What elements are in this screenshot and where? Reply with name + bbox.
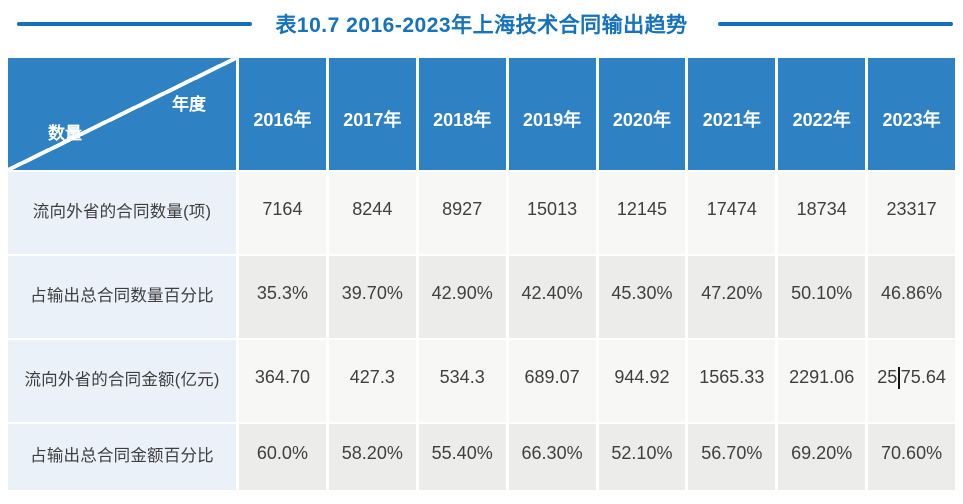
- year-header-cell[interactable]: 2022年: [778, 58, 866, 170]
- data-cell[interactable]: 46.86%: [868, 256, 955, 338]
- corner-header-cell[interactable]: 年度 数量: [8, 58, 236, 170]
- data-cell[interactable]: 70.60%: [868, 424, 955, 490]
- data-cell[interactable]: 364.70: [239, 340, 326, 422]
- caption-rule-left: [17, 22, 253, 26]
- data-cell[interactable]: 42.40%: [508, 256, 596, 338]
- data-cell[interactable]: 17474: [688, 172, 776, 254]
- year-header-cell[interactable]: 2017年: [328, 58, 416, 170]
- corner-label-quantity: 数量: [48, 124, 82, 143]
- year-header-cell[interactable]: 2016年: [239, 58, 326, 170]
- data-cell[interactable]: 69.20%: [778, 424, 866, 490]
- data-cell[interactable]: 52.10%: [598, 424, 686, 490]
- data-cell[interactable]: 50.10%: [778, 256, 866, 338]
- data-cell[interactable]: 944.92: [598, 340, 686, 422]
- data-cell[interactable]: 8927: [418, 172, 506, 254]
- table-caption: 表10.7 2016-2023年上海技术合同输出趋势: [275, 14, 688, 37]
- data-cell[interactable]: 12145: [598, 172, 686, 254]
- corner-label-year: 年度: [172, 95, 206, 114]
- data-cell[interactable]: 7164: [239, 172, 326, 254]
- data-cell[interactable]: 8244: [328, 172, 416, 254]
- year-header-cell[interactable]: 2021年: [688, 58, 776, 170]
- row-label-cell[interactable]: 流向外省的合同金额(亿元): [8, 340, 236, 422]
- value-before-caret: 25: [877, 367, 898, 387]
- data-cell[interactable]: 56.70%: [688, 424, 776, 490]
- data-cell[interactable]: 66.30%: [508, 424, 596, 490]
- row-label-cell[interactable]: 占输出总合同金额百分比: [8, 424, 236, 490]
- data-cell[interactable]: 15013: [508, 172, 596, 254]
- row-label-cell[interactable]: 流向外省的合同数量(项): [8, 172, 236, 254]
- data-cell[interactable]: 689.07: [508, 340, 596, 422]
- data-cell[interactable]: 60.0%: [239, 424, 326, 490]
- data-cell[interactable]: 42.90%: [418, 256, 506, 338]
- value-after-caret: 75.64: [900, 367, 946, 387]
- caption-rule-right: [717, 22, 954, 26]
- data-cell[interactable]: 58.20%: [328, 424, 416, 490]
- output-trend-table: 年度 数量 2016年 2017年 2018年 2019年 2020年 2021年 2022…: [8, 58, 955, 490]
- data-cell[interactable]: 1565.33: [688, 340, 776, 422]
- data-cell[interactable]: 39.70%: [328, 256, 416, 338]
- data-cell[interactable]: 2291.06: [778, 340, 866, 422]
- year-header-cell[interactable]: 2020年: [598, 58, 686, 170]
- data-cell[interactable]: 18734: [778, 172, 866, 254]
- data-cell[interactable]: 25 75.64: [868, 340, 955, 422]
- data-cell[interactable]: 427.3: [328, 340, 416, 422]
- table-caption-bar: 表10.7 2016-2023年上海技术合同输出趋势: [0, 9, 963, 39]
- row-label-cell[interactable]: 占输出总合同数量百分比: [8, 256, 236, 338]
- text-cursor: [898, 366, 900, 389]
- year-header-cell[interactable]: 2019年: [508, 58, 596, 170]
- data-cell[interactable]: 534.3: [418, 340, 506, 422]
- data-cell[interactable]: 23317: [868, 172, 955, 254]
- data-cell[interactable]: 55.40%: [418, 424, 506, 490]
- year-header-cell[interactable]: 2023年: [868, 58, 955, 170]
- year-header-cell[interactable]: 2018年: [418, 58, 506, 170]
- data-cell[interactable]: 35.3%: [239, 256, 326, 338]
- data-cell[interactable]: 45.30%: [598, 256, 686, 338]
- data-cell[interactable]: 47.20%: [688, 256, 776, 338]
